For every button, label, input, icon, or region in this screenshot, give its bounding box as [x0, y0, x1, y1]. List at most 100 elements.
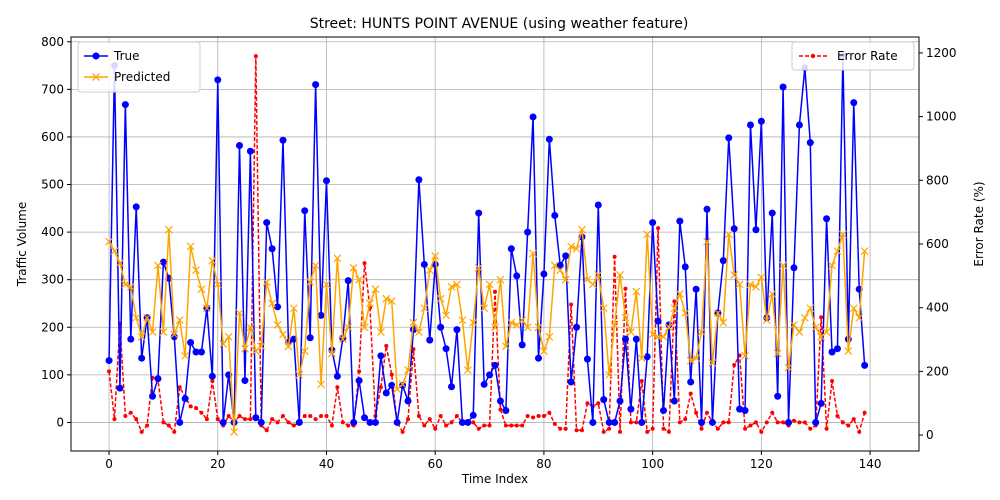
data-point-error-rate — [302, 413, 307, 418]
data-point-error-rate — [661, 426, 666, 431]
data-point-error-rate — [422, 423, 427, 428]
data-point-true — [795, 121, 803, 129]
data-point-predicted — [474, 263, 483, 272]
data-point-predicted — [556, 266, 565, 275]
data-point-predicted — [284, 342, 293, 351]
data-point-true — [388, 381, 396, 389]
data-point-true — [861, 361, 869, 369]
data-point-true — [621, 335, 629, 343]
data-point-true — [774, 392, 782, 400]
y-tick-label: 0 — [56, 415, 64, 429]
data-point-error-rate — [851, 417, 856, 422]
data-point-error-rate — [579, 428, 584, 433]
data-point-error-rate — [802, 420, 807, 425]
data-point-error-rate — [324, 413, 329, 418]
data-point-predicted — [115, 259, 124, 267]
data-point-true — [382, 389, 390, 397]
data-point-error-rate — [107, 369, 112, 374]
data-point-true — [828, 348, 836, 356]
legend-error-marker — [810, 53, 816, 59]
data-point-error-rate — [666, 429, 671, 434]
data-point-error-rate — [389, 372, 394, 377]
data-point-true — [187, 339, 195, 347]
data-point-error-rate — [824, 426, 829, 431]
data-point-predicted — [420, 304, 429, 313]
data-point-error-rate — [134, 417, 139, 422]
data-point-error-rate — [335, 385, 340, 390]
data-point-predicted — [800, 313, 809, 322]
series-true — [105, 52, 869, 426]
data-point-error-rate — [161, 420, 166, 425]
data-point-predicted — [480, 304, 489, 313]
x-tick-label: 140 — [859, 457, 882, 471]
data-point-error-rate — [552, 421, 557, 426]
data-point-true — [350, 418, 358, 426]
data-point-error-rate — [291, 423, 296, 428]
data-point-true — [605, 418, 613, 426]
data-point-true — [420, 260, 428, 268]
data-point-predicted — [262, 278, 271, 286]
data-point-error-rate — [112, 417, 117, 422]
data-point-error-rate — [525, 413, 530, 418]
x-tick-label: 40 — [319, 457, 334, 471]
data-point-predicted — [387, 297, 396, 306]
data-point-true — [556, 261, 564, 269]
data-point-error-rate — [346, 423, 351, 428]
y2-tick-label: 600 — [926, 237, 949, 251]
data-point-error-rate — [574, 428, 579, 433]
data-point-true — [583, 355, 591, 363]
data-point-error-rate — [726, 420, 731, 425]
data-point-predicted — [202, 304, 211, 313]
data-point-predicted — [751, 282, 760, 291]
data-point-predicted — [675, 290, 684, 298]
y-tick-label: 500 — [41, 178, 64, 192]
y2-axis-ticks: 0 200 400 600 800 1000 1200 — [919, 46, 957, 442]
data-point-true — [393, 418, 401, 426]
data-point-error-rate — [487, 423, 492, 428]
data-point-predicted — [692, 354, 701, 363]
data-point-error-rate — [541, 413, 546, 418]
data-point-predicted — [735, 280, 744, 289]
data-point-error-rate — [862, 410, 867, 415]
legend-left-box — [77, 41, 201, 93]
data-point-predicted — [828, 261, 836, 270]
data-point-error-rate — [329, 423, 334, 428]
data-point-predicted — [355, 275, 364, 284]
y2-tick-label: 200 — [926, 364, 949, 378]
data-point-predicted — [849, 304, 858, 313]
data-point-error-rate — [281, 413, 285, 418]
data-point-predicted — [306, 278, 315, 286]
data-point-true — [643, 353, 651, 361]
data-point-true — [480, 380, 488, 388]
data-point-error-rate — [226, 413, 231, 418]
data-point-predicted — [241, 344, 249, 353]
data-point-error-rate — [400, 429, 405, 434]
data-point-predicted — [453, 280, 461, 289]
data-point-true — [263, 219, 271, 227]
data-point-true — [197, 348, 205, 356]
data-point-predicted — [518, 316, 527, 325]
data-point-true — [257, 418, 265, 426]
data-point-error-rate — [444, 423, 449, 428]
data-point-predicted — [578, 225, 586, 234]
data-point-predicted — [491, 323, 499, 332]
data-point-predicted — [572, 244, 581, 253]
data-point-true — [486, 371, 494, 379]
legend-predicted-label: Predicted — [114, 70, 170, 84]
data-point-predicted — [773, 349, 782, 358]
data-point-true — [757, 117, 765, 125]
data-point-true — [453, 326, 461, 334]
data-point-predicted — [431, 251, 440, 260]
data-point-predicted — [164, 225, 173, 234]
data-point-true — [312, 81, 320, 89]
data-point-true — [540, 270, 548, 278]
legend-true-marker — [92, 52, 100, 60]
data-point-true — [627, 405, 635, 413]
data-point-true — [116, 384, 124, 392]
data-point-true — [170, 333, 178, 341]
data-point-error-rate — [781, 420, 786, 425]
data-point-error-rate — [715, 426, 720, 431]
data-point-error-rate — [650, 426, 655, 431]
data-point-true — [730, 225, 738, 233]
